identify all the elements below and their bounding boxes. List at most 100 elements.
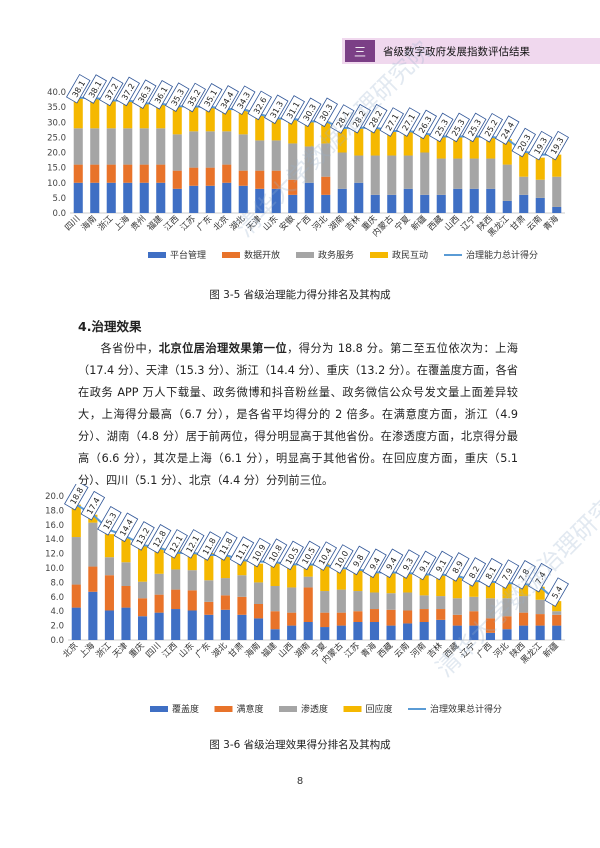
bar-segment <box>535 625 545 640</box>
bar-segment <box>436 619 446 640</box>
legend-label: 回应度 <box>366 703 393 715</box>
category-label: 新疆 <box>541 640 561 660</box>
bar-segment <box>255 140 265 171</box>
category-label: 天津 <box>244 213 264 233</box>
bar-segment <box>287 563 297 588</box>
bar-segment <box>88 522 98 567</box>
bar-segment <box>121 586 131 608</box>
bar-segment <box>519 176 529 195</box>
bar-segment <box>469 625 479 640</box>
bar-segment <box>187 552 197 571</box>
figure-caption-3-5: 图 3-5 省级治理能力得分排名及其构成 <box>209 289 391 301</box>
data-label-box <box>247 90 272 121</box>
bar-segment <box>187 610 197 640</box>
data-label-box <box>97 506 122 536</box>
paragraph-rest: ，得分为 18.8 分。第二至五位依次为：上海（17.4 分）、天津（15.3 … <box>78 342 518 487</box>
chart-governance-effect: 0.0 2.0 4.0 6.0 8.0 10.0 12.0 14.0 16.0 18.0 20.0 北… <box>0 484 600 724</box>
bar-segment <box>403 573 413 593</box>
y-tick-label: 40.0 <box>47 88 66 98</box>
category-label: 四川 <box>63 214 82 233</box>
bar-segment <box>154 573 164 595</box>
legend-label: 数据开放 <box>244 249 280 261</box>
data-label-box <box>231 85 256 116</box>
bar-segment <box>287 587 297 613</box>
y-tick-label: 10.0 <box>45 564 64 574</box>
bar-segment <box>255 114 265 141</box>
bar-segment <box>121 562 131 586</box>
bar-segment <box>106 100 116 129</box>
data-label: 8.1 <box>478 557 503 588</box>
bar-segment <box>204 614 214 640</box>
bar-segment <box>88 566 98 592</box>
category-label: 海南 <box>79 213 99 233</box>
chart-svg: 0.02.04.06.08.010.012.014.016.018.020.0北… <box>45 484 569 715</box>
bar-segment <box>104 575 114 611</box>
y-tick-label: 5.0 <box>52 194 66 204</box>
bar-segment <box>271 188 281 213</box>
data-label-box <box>113 512 139 543</box>
y-tick-label: 16.0 <box>45 521 64 531</box>
category-label: 湖北 <box>210 641 229 660</box>
category-label: 上海 <box>112 213 132 233</box>
category-label: 贵州 <box>129 213 149 233</box>
bar-segment <box>485 618 496 633</box>
data-label: 9.8 <box>345 545 371 576</box>
legend-swatch <box>148 252 166 258</box>
y-tick-label: 20.0 <box>47 149 66 159</box>
legend-swatch <box>370 252 388 258</box>
bar-segment <box>452 575 462 599</box>
bar-segment <box>172 106 182 135</box>
bar-segment <box>370 127 380 156</box>
data-label-box <box>445 112 470 143</box>
y-tick-label: 2.0 <box>50 622 64 632</box>
bar-segment <box>386 593 396 610</box>
bar-segment <box>453 188 463 213</box>
bar-segment <box>419 609 429 622</box>
data-label-box <box>511 127 536 158</box>
bar-segment <box>287 625 297 640</box>
bar-segment <box>270 611 280 630</box>
bar-segment <box>354 182 364 213</box>
bar-segment <box>238 170 248 186</box>
data-label-box <box>214 85 239 115</box>
bar-segment <box>205 131 215 168</box>
bar-segment <box>321 143 331 177</box>
bar-segment <box>222 164 232 183</box>
bar-segment <box>321 176 331 195</box>
bar-segment <box>73 128 83 165</box>
data-label-box <box>80 490 106 521</box>
category-label: 吉林 <box>425 640 445 660</box>
bar-segment <box>304 146 314 183</box>
section-heading: 4.治理效果 <box>78 319 142 334</box>
bar-segment <box>255 170 265 189</box>
legend-swatch <box>150 706 168 712</box>
bar-segment <box>187 570 197 591</box>
legend-label: 平台管理 <box>170 249 206 261</box>
y-tick-label: 20.0 <box>45 492 64 502</box>
y-tick-label: 15.0 <box>47 164 66 174</box>
bar-segment <box>90 98 100 129</box>
data-label-box <box>461 557 487 587</box>
bar-segment <box>469 136 479 159</box>
bar-segment <box>519 612 529 626</box>
bar-segment <box>238 109 248 135</box>
data-label-box <box>262 538 288 569</box>
bar-segment <box>205 106 215 132</box>
bar-segment <box>370 155 380 195</box>
bar-segment <box>420 194 430 213</box>
legend-label: 覆盖度 <box>172 703 199 715</box>
bar-segment <box>237 559 247 576</box>
data-label-box <box>363 103 388 134</box>
bar-segment <box>453 136 463 159</box>
bar-segment <box>321 121 331 144</box>
bar-segment <box>535 157 545 180</box>
y-tick-label: 35.0 <box>47 103 66 113</box>
bar-segment <box>288 179 298 195</box>
bar-segment <box>436 609 446 620</box>
bar-segment <box>137 598 148 617</box>
data-label-box <box>163 529 188 559</box>
data-label-box <box>313 97 338 128</box>
figure-caption-3-6: 图 3-6 省级治理效果得分排名及其构成 <box>209 739 391 751</box>
data-label: 12.8 <box>146 524 172 554</box>
data-label-box <box>429 112 454 143</box>
